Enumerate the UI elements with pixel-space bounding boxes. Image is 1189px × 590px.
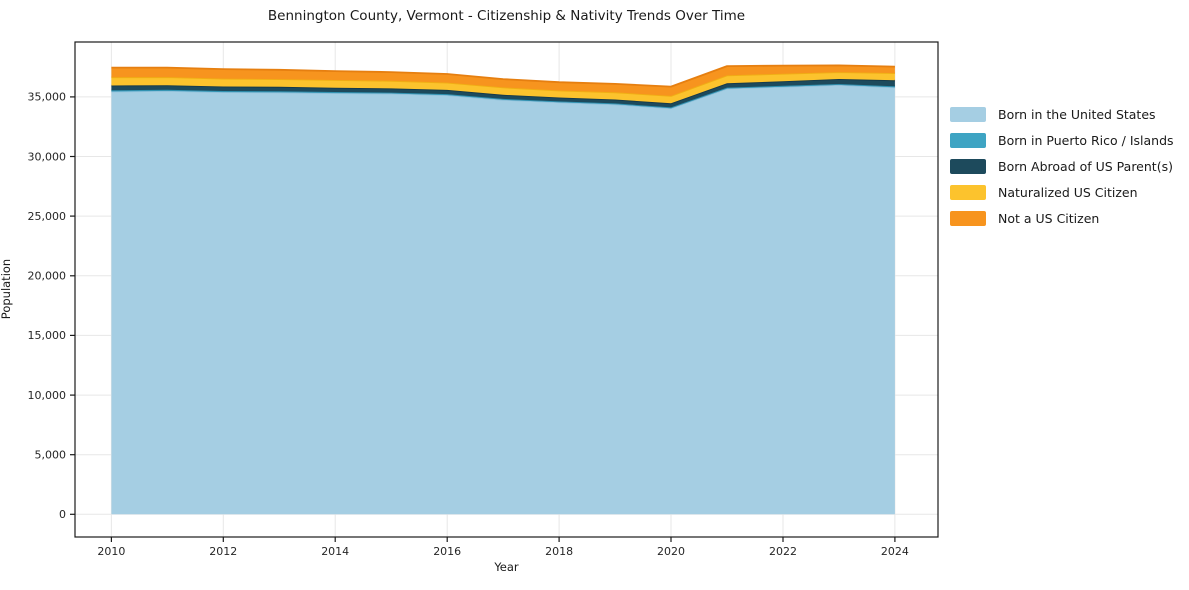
- y-tick-label: 30,000: [28, 150, 67, 163]
- plot-spine: [74, 41, 939, 538]
- y-tick-label: 20,000: [28, 270, 67, 283]
- x-tick-label: 2014: [321, 545, 349, 558]
- x-axis-label: Year: [494, 560, 519, 574]
- legend-swatch-naturalized-us-citizen: [950, 184, 986, 200]
- x-tick-label: 2010: [97, 545, 125, 558]
- y-tick-label: 35,000: [28, 91, 67, 104]
- y-tick-label: 10,000: [28, 389, 67, 402]
- x-tick-label: 2022: [769, 545, 797, 558]
- legend-swatch-not-a-us-citizen: [950, 210, 986, 226]
- area-not-a-us-citizen: [111, 65, 895, 96]
- legend-label-born-abroad-us-parents: Born Abroad of US Parent(s): [998, 158, 1173, 174]
- legend-item-naturalized-us-citizen: Naturalized US Citizen: [950, 179, 1174, 205]
- area-born-in-us: [111, 84, 895, 515]
- legend-swatch-born-in-us: [950, 106, 986, 122]
- y-tick-label: 15,000: [28, 329, 67, 342]
- legend-item-born-in-us: Born in the United States: [950, 101, 1174, 127]
- y-tick-label: 0: [59, 508, 66, 521]
- area-edge-not-a-us-citizen: [111, 64, 895, 88]
- legend-swatch-born-puerto-rico-islands: [950, 132, 986, 148]
- x-tick-label: 2020: [657, 545, 685, 558]
- legend-item-born-abroad-us-parents: Born Abroad of US Parent(s): [950, 153, 1174, 179]
- legend-label-born-puerto-rico-islands: Born in Puerto Rico / Islands: [998, 132, 1174, 148]
- legend: Born in the United States Born in Puerto …: [950, 101, 1174, 231]
- y-tick-label: 25,000: [28, 210, 67, 223]
- chart-title: Bennington County, Vermont - Citizenship…: [267, 8, 746, 24]
- x-tick-label: 2012: [209, 545, 237, 558]
- y-axis-label: Population: [0, 258, 13, 320]
- legend-label-born-in-us: Born in the United States: [998, 106, 1156, 122]
- legend-item-born-puerto-rico-islands: Born in Puerto Rico / Islands: [950, 127, 1174, 153]
- x-tick-label: 2016: [433, 545, 461, 558]
- area-born-abroad-us-parents: [111, 79, 895, 108]
- x-tick-label: 2018: [545, 545, 573, 558]
- x-tick-label: 2024: [881, 545, 909, 558]
- legend-swatch-born-abroad-us-parents: [950, 158, 986, 174]
- legend-label-naturalized-us-citizen: Naturalized US Citizen: [998, 184, 1138, 200]
- legend-label-not-a-us-citizen: Not a US Citizen: [998, 210, 1100, 226]
- y-tick-label: 5,000: [35, 449, 67, 462]
- legend-item-not-a-us-citizen: Not a US Citizen: [950, 205, 1174, 231]
